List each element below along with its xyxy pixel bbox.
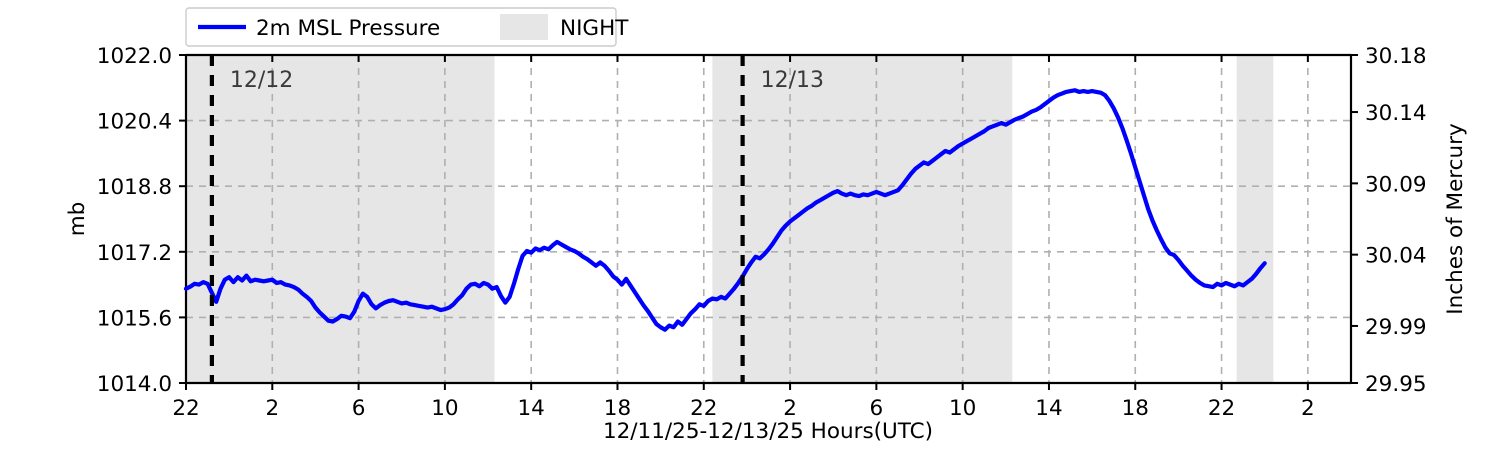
y-axis-title-left: mb bbox=[65, 202, 90, 237]
night-band-2 bbox=[1236, 55, 1274, 383]
y-right-tick-label-3: 30.09 bbox=[1365, 172, 1427, 197]
x-tick-label-8: 6 bbox=[870, 396, 884, 421]
y-right-tick-label-1: 29.99 bbox=[1365, 315, 1427, 340]
y-right-tick-labels: 29.95 29.99 30.04 30.09 30.14 30.18 bbox=[1365, 44, 1427, 397]
x-tick-label-1: 2 bbox=[265, 396, 279, 421]
y-left-tick-labels: 1014.0 1015.6 1017.2 1018.8 1020.4 1022.0 bbox=[97, 44, 172, 397]
x-tick-label-5: 18 bbox=[604, 396, 631, 421]
y-left-tick-label-0: 1014.0 bbox=[97, 372, 172, 397]
x-tick-label-9: 10 bbox=[949, 396, 976, 421]
legend-label-pressure: 2m MSL Pressure bbox=[256, 16, 440, 41]
plot-frame bbox=[184, 53, 1353, 385]
date-marker-label-1: 12/13 bbox=[761, 68, 824, 93]
y-right-tick-marks bbox=[1351, 54, 1358, 384]
x-tick-label-2: 6 bbox=[352, 396, 366, 421]
y-right-tick-label-4: 30.14 bbox=[1365, 101, 1427, 126]
y-right-tick-label-5: 30.18 bbox=[1365, 44, 1427, 69]
date-marker-label-0: 12/12 bbox=[230, 68, 293, 93]
legend-patch-swatch-night bbox=[500, 14, 548, 40]
y-left-tick-label-4: 1020.4 bbox=[97, 110, 172, 135]
x-tick-label-10: 14 bbox=[1035, 396, 1062, 421]
series-line-0 bbox=[183, 88, 1267, 332]
x-tick-label-4: 14 bbox=[518, 396, 545, 421]
x-tick-label-11: 18 bbox=[1122, 396, 1149, 421]
data-series-group bbox=[183, 88, 1267, 332]
x-tick-marks bbox=[185, 55, 1309, 390]
x-tick-label-0: 22 bbox=[172, 396, 199, 421]
date-marker-group: 12/12 12/13 bbox=[209, 55, 824, 383]
night-band-1 bbox=[712, 55, 1013, 383]
x-tick-label-7: 2 bbox=[783, 396, 797, 421]
y-left-tick-label-5: 1022.0 bbox=[97, 44, 172, 69]
y-left-tick-label-2: 1017.2 bbox=[97, 241, 172, 266]
y-left-tick-marks bbox=[179, 54, 186, 384]
x-tick-label-3: 10 bbox=[431, 396, 458, 421]
y-right-tick-label-0: 29.95 bbox=[1365, 372, 1427, 397]
x-tick-label-13: 2 bbox=[1301, 396, 1315, 421]
y-axis-title-right: Inches of Mercury bbox=[1443, 123, 1468, 315]
y-left-tick-label-3: 1018.8 bbox=[97, 175, 172, 200]
y-left-tick-label-1: 1015.6 bbox=[97, 306, 172, 331]
legend-label-night: NIGHT bbox=[560, 16, 629, 41]
y-right-tick-label-2: 30.04 bbox=[1365, 244, 1427, 269]
night-band-0 bbox=[186, 55, 495, 383]
x-tick-label-12: 22 bbox=[1208, 396, 1235, 421]
x-tick-label-6: 22 bbox=[690, 396, 717, 421]
x-gridlines bbox=[271, 55, 1309, 383]
x-tick-labels: 22 2 6 10 14 18 22 2 6 10 14 18 22 2 bbox=[172, 396, 1314, 421]
chart-legend[interactable]: 2m MSL Pressure NIGHT bbox=[185, 7, 629, 47]
x-axis-title: 12/11/25-12/13/25 Hours(UTC) bbox=[603, 419, 933, 444]
